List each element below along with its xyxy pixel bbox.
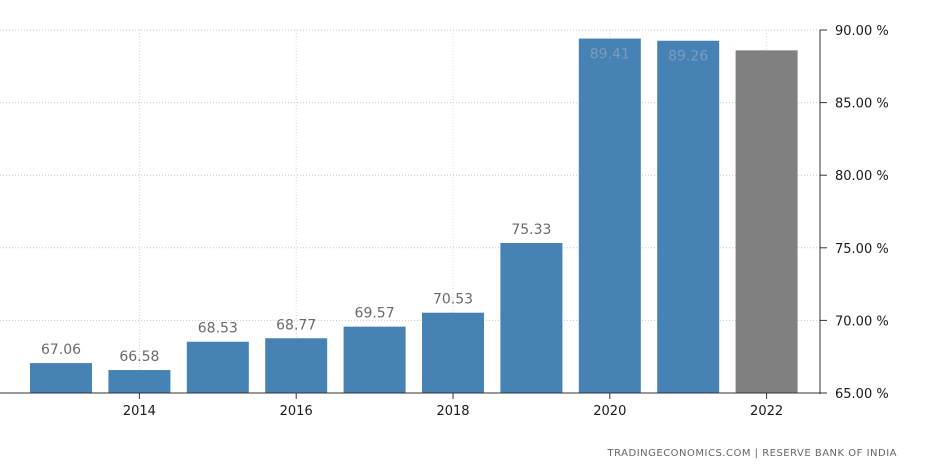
bar-2022 [735,50,798,393]
x-tick-label: 2014 [123,404,156,419]
bar-2016 [265,338,328,393]
data-label-2014: 66.58 [119,349,159,365]
source-credit: TRADINGECONOMICS.COM | RESERVE BANK OF I… [607,448,897,459]
y-tick-label: 70.00 % [835,314,889,329]
bar-2021 [657,40,720,393]
data-label-2019: 75.33 [511,222,551,238]
bar-2020 [578,38,641,393]
y-axis: 90.00 % 85.00 % 80.00 % 75.00 % 70.00 % 65.00… [819,24,889,402]
y-tick-label: 65.00 % [835,387,889,402]
x-axis: 2014 2016 2018 2020 2022 [0,392,820,419]
y-tick-label: 75.00 % [835,242,889,257]
data-label-2013: 67.06 [41,342,81,358]
bar-2014 [108,370,171,393]
bar-2018 [422,312,484,393]
data-label-2016: 68.77 [276,317,316,333]
y-tick-label: 85.00 % [835,97,889,112]
x-tick-label: 2022 [750,404,783,419]
bar-2015 [186,341,249,393]
bar-2017 [343,326,406,393]
data-label-2020: 89.41 [590,47,630,63]
data-label-2017: 69.57 [355,306,395,322]
x-tick-label: 2016 [280,404,313,419]
data-label-2018: 70.53 [433,292,473,308]
y-tick-label: 90.00 % [835,24,889,39]
x-tick-label: 2018 [436,404,469,419]
data-label-2015: 68.53 [198,321,238,337]
bars [30,38,798,393]
y-tick-label: 80.00 % [835,169,889,184]
data-label-2021: 89.26 [668,49,708,65]
bar-2019 [500,243,563,393]
x-tick-label: 2020 [593,404,626,419]
bar-2013 [30,363,92,393]
data-labels: 67.06 66.58 68.53 68.77 69.57 70.53 75.33 89.41… [41,47,708,365]
